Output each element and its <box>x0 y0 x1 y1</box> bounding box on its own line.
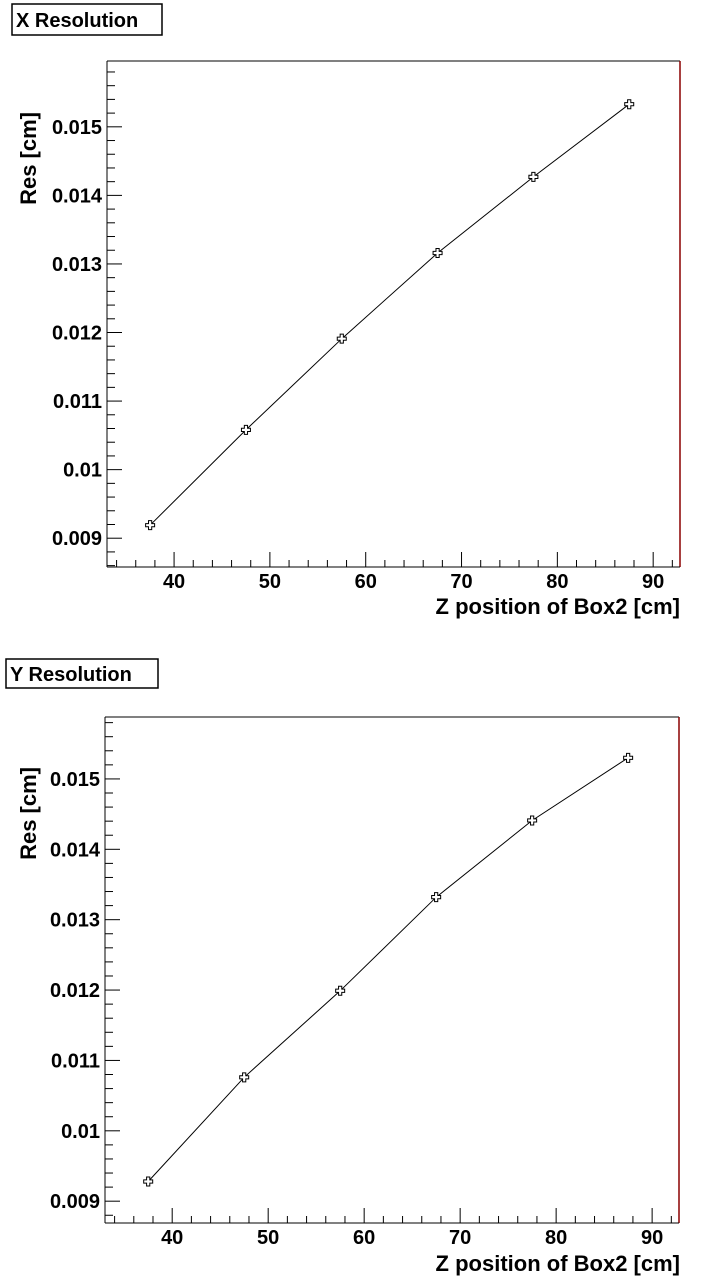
data-point <box>527 815 538 826</box>
y-tick-label: 0.009 <box>50 1191 100 1213</box>
chart-title-box <box>5 658 159 689</box>
x-tick-label: 40 <box>163 571 185 593</box>
y-tick-label: 0.011 <box>51 1050 100 1072</box>
y-tick-label: 0.013 <box>50 910 100 932</box>
x-axis-title: Z position of Box2 [cm] <box>436 1251 680 1276</box>
x-tick-label: 50 <box>259 571 281 593</box>
data-point <box>145 520 156 531</box>
y-tick-label: 0.012 <box>50 980 100 1002</box>
data-point <box>240 424 251 435</box>
y-tick-label: 0.012 <box>52 323 102 345</box>
y-tick-label: 0.014 <box>52 185 103 207</box>
chart-title: X Resolution <box>16 10 138 32</box>
y-tick-label: 0.014 <box>50 839 101 861</box>
chart-title: Y Resolution <box>10 664 132 686</box>
x-tick-label: 50 <box>257 1227 279 1249</box>
x-resolution-panel: X Resolution 40 50 60 70 80 90 0.009 0.01 0.011 0.… <box>11 3 681 619</box>
data-point <box>432 247 443 258</box>
data-point <box>624 99 635 110</box>
y-resolution-panel: Y Resolution 40 50 60 70 80 90 0.009 0.01 0.011 0.… <box>5 658 680 1276</box>
y-tick-label: 0.009 <box>52 528 102 550</box>
y-tick-label: 0.01 <box>63 460 102 482</box>
data-point <box>239 1072 250 1083</box>
y-tick-label: 0.015 <box>50 769 100 791</box>
data-point <box>528 171 539 182</box>
y-tick-label: 0.011 <box>53 391 102 413</box>
x-tick-label: 90 <box>641 1227 663 1249</box>
y-tick-label: 0.01 <box>61 1121 100 1143</box>
chart-title-box <box>11 3 163 36</box>
x-tick-label: 60 <box>353 1227 375 1249</box>
x-tick-label: 90 <box>642 571 664 593</box>
x-tick-label: 80 <box>545 1227 567 1249</box>
x-tick-label: 70 <box>450 571 472 593</box>
y-tick-label: 0.015 <box>52 117 102 139</box>
data-point <box>336 333 347 344</box>
y-tick-label: 0.013 <box>52 254 102 276</box>
x-tick-label: 80 <box>546 571 568 593</box>
y-axis-title: Res [cm] <box>16 767 41 860</box>
x-tick-label: 70 <box>449 1227 471 1249</box>
x-axis-title: Z position of Box2 [cm] <box>436 594 680 619</box>
data-point <box>335 985 346 996</box>
series-line <box>147 757 629 1182</box>
data-point <box>143 1176 154 1187</box>
x-tick-label: 40 <box>161 1227 183 1249</box>
y-axis-title: Res [cm] <box>16 112 41 205</box>
x-tick-label: 60 <box>355 571 377 593</box>
series-line <box>149 103 630 526</box>
data-point <box>431 892 442 903</box>
data-point <box>623 752 634 763</box>
